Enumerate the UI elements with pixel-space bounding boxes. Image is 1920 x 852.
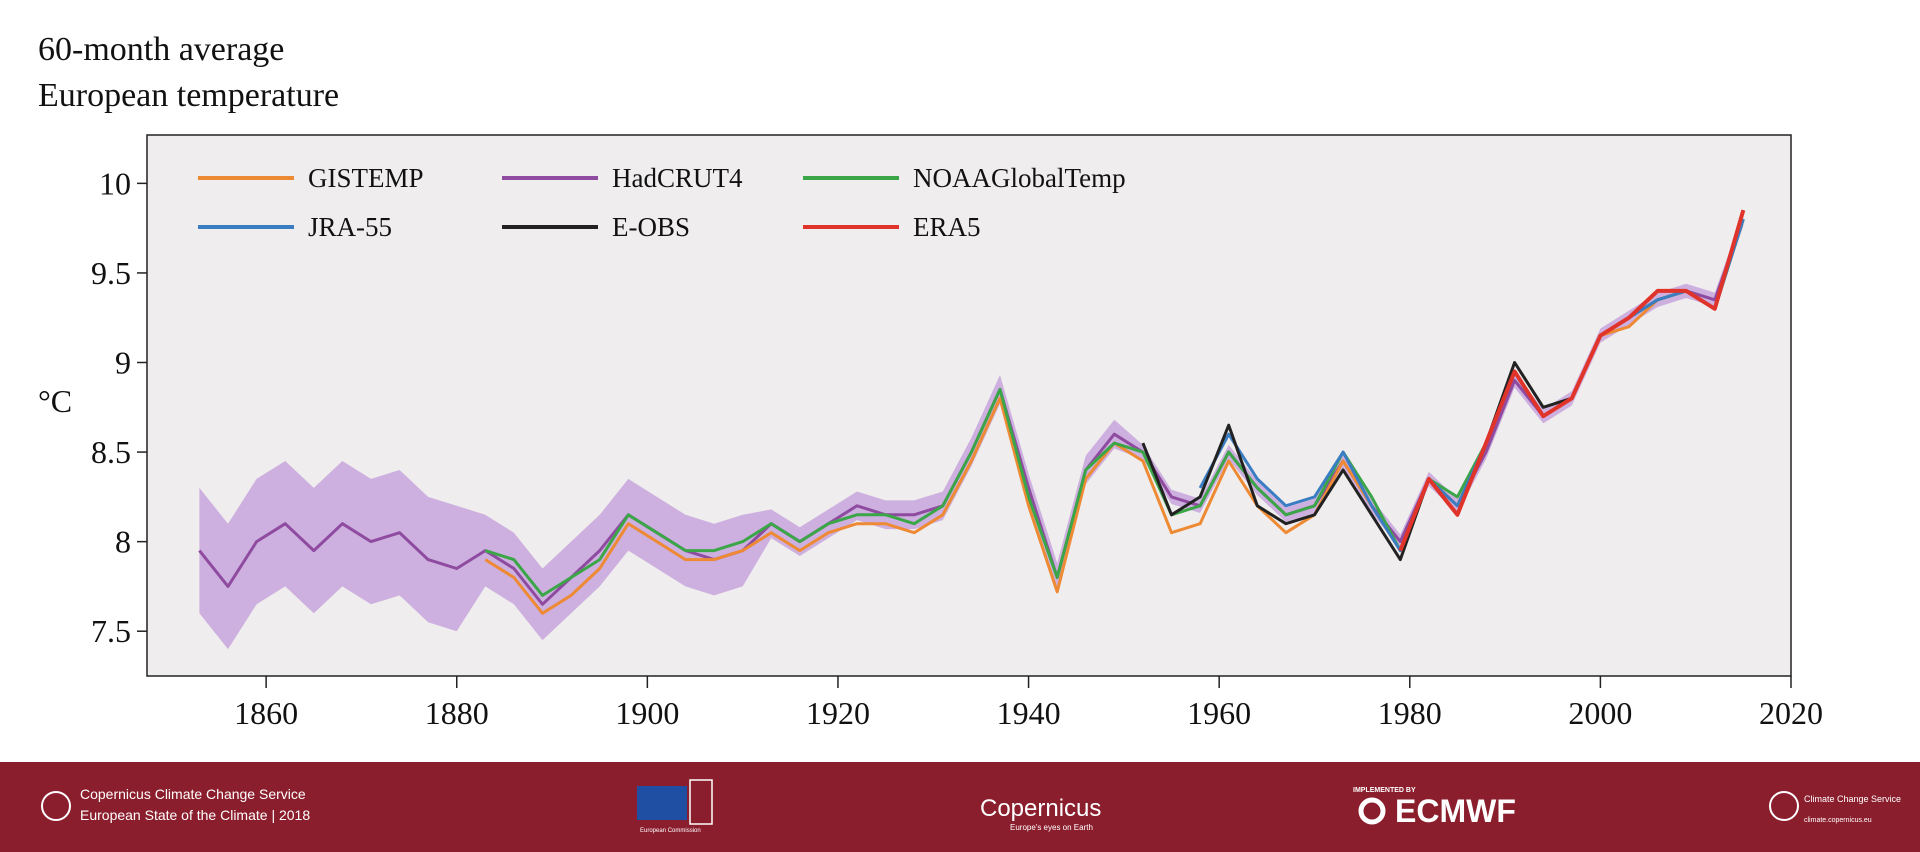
x-tick-label: 1880 [425, 695, 489, 731]
y-tick-label: 9.5 [91, 255, 131, 291]
eu-flag [637, 786, 687, 820]
x-tick-label: 1940 [997, 695, 1061, 731]
footer: Copernicus Climate Change Service Europe… [0, 762, 1920, 852]
series-line [1398, 209, 1746, 552]
y-tick-label: 8.5 [91, 434, 131, 470]
c3s-text: Climate Change Service [1804, 794, 1901, 804]
y-tick-label: 10 [99, 165, 131, 201]
uncertainty-band [199, 212, 1744, 650]
legend-label: JRA-55 [308, 212, 392, 242]
y-axis-label: °C [38, 383, 72, 419]
eu-text: European Commission [640, 828, 701, 834]
x-tick-label: 1860 [234, 695, 298, 731]
legend-label: NOAAGlobalTemp [913, 163, 1126, 193]
eu-building [689, 779, 713, 825]
footer-text: Copernicus Climate Change Service [80, 786, 306, 802]
x-tick-label: 1980 [1378, 695, 1442, 731]
copernicus-tag: Europe's eyes on Earth [1010, 823, 1093, 832]
ecmwf-mark [1358, 797, 1386, 825]
ecmwf-logo: ECMWF [1395, 793, 1516, 829]
legend-label: ERA5 [913, 212, 981, 242]
legend-label: E-OBS [612, 212, 690, 242]
y-tick-label: 7.5 [91, 613, 131, 649]
footer-text: European State of the Climate | 2018 [80, 807, 310, 823]
c3s-icon [1769, 791, 1799, 821]
legend-label: GISTEMP [308, 163, 424, 193]
c3s-url: climate.copernicus.eu [1804, 817, 1872, 824]
plot-layer: 7.5 8 8.5 9 9.5 10 1860 1880 1900 1920 1940 1960 198… [91, 163, 1823, 731]
implemented-by: IMPLEMENTED BY [1353, 787, 1416, 794]
copernicus-logo: Copernicus [980, 795, 1101, 822]
chart-title: European temperature [38, 77, 339, 114]
legend-label: HadCRUT4 [612, 163, 743, 193]
x-tick-label: 1920 [806, 695, 870, 731]
x-tick-label: 2020 [1759, 695, 1823, 731]
footer-band [0, 762, 1920, 852]
y-tick-label: 8 [115, 524, 131, 560]
c3s-icon [41, 791, 71, 821]
x-tick-label: 2000 [1568, 695, 1632, 731]
chart-title: 60-month average [38, 31, 284, 68]
x-tick-label: 1900 [615, 695, 679, 731]
y-tick-label: 9 [115, 345, 131, 381]
x-tick-label: 1960 [1187, 695, 1251, 731]
